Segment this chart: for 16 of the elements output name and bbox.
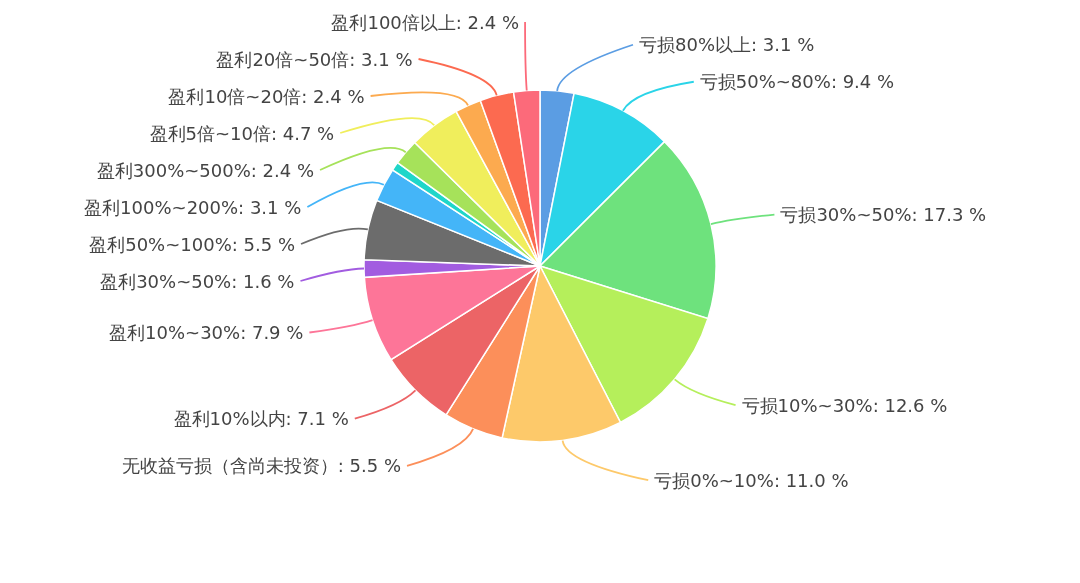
slice-label: 无收益亏损（含尚未投资）: 5.5 %	[121, 455, 402, 477]
slice-label: 亏损50%~80%: 9.4 %	[699, 71, 895, 93]
slice-label: 盈利5倍~10倍: 4.7 %	[149, 122, 335, 144]
slice-label: 盈利10倍~20倍: 2.4 %	[168, 85, 365, 107]
slice-label: 盈利100倍以上: 2.4 %	[331, 11, 520, 33]
slice-label: 盈利50%~100%: 5.5 %	[89, 233, 296, 255]
slice-label: 亏损30%~50%: 17.3 %	[780, 204, 987, 226]
slice-label: 亏损0%~10%: 11.0 %	[654, 469, 849, 491]
slice-label: 盈利10%~30%: 7.9 %	[109, 321, 304, 343]
slice-label: 盈利300%~500%: 2.4 %	[96, 159, 315, 181]
slice-label: 盈利10%以内: 7.1 %	[173, 408, 349, 430]
slice-label: 盈利100%~200%: 3.1 %	[84, 196, 302, 218]
slice-label: 亏损10%~30%: 12.6 %	[741, 394, 948, 416]
slice-label: 亏损80%以上: 3.1 %	[639, 34, 815, 56]
slice-label: 盈利20倍~50倍: 3.1 %	[216, 48, 413, 70]
slice-label: 盈利30%~50%: 1.6 %	[100, 270, 295, 292]
